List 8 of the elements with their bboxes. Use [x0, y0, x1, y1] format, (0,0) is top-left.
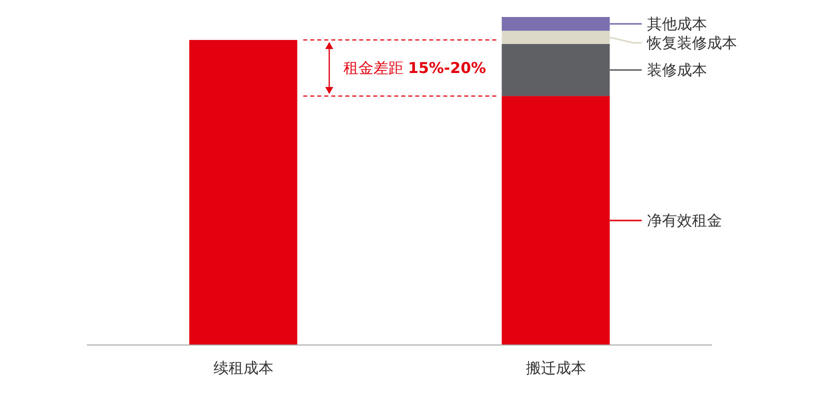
legend-label: 净有效租金: [646, 212, 722, 230]
x-tick-label: 续租成本: [213, 359, 274, 377]
legend-label: 装修成本: [646, 60, 707, 79]
bar: [189, 40, 298, 345]
legend-label: 恢复装修成本: [646, 34, 737, 52]
legend-label: 其他成本: [646, 14, 707, 33]
x-tick-label: 搬迁成本: [526, 359, 586, 377]
annotation: 租金差距 15%-20%: [343, 59, 486, 78]
